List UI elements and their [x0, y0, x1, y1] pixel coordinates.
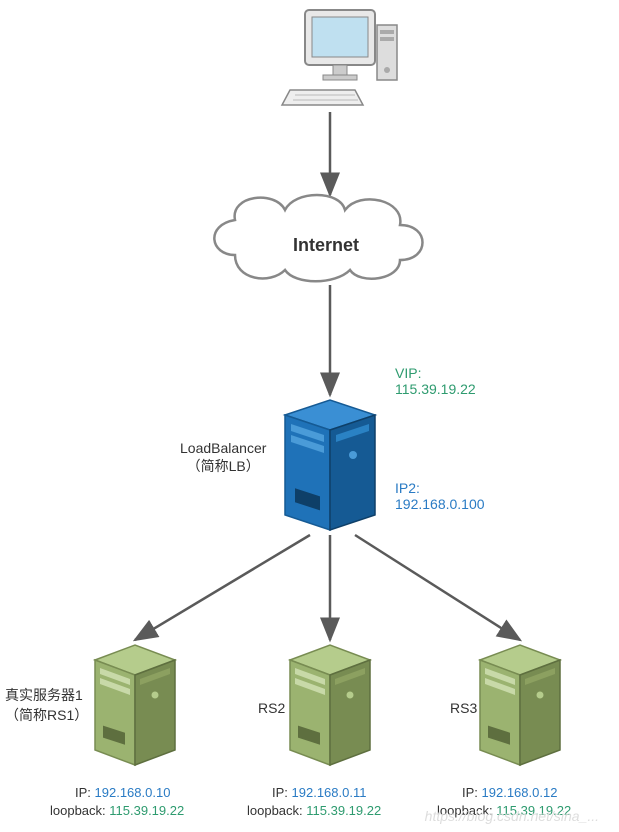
vip-prefix: VIP:	[395, 365, 421, 381]
rs1-loopback: loopback: 115.39.19.22	[50, 803, 184, 818]
rs1-ip-prefix: IP:	[75, 785, 95, 800]
rs1-loopback-value: 115.39.19.22	[109, 803, 184, 818]
internet-label: Internet	[293, 235, 359, 256]
rs1-label-line2: （简称RS1）	[5, 707, 88, 723]
loadbalancer-server-icon	[285, 400, 375, 530]
rs1-server-icon	[95, 645, 175, 765]
rs3-ip-prefix: IP:	[462, 785, 482, 800]
vip-label: VIP: 115.39.19.22	[395, 365, 476, 397]
rs2-loopback: loopback: 115.39.19.22	[247, 803, 381, 818]
rs1-label: 真实服务器1 （简称RS1）	[5, 685, 88, 725]
rs3-ip: IP: 192.168.0.12	[462, 785, 557, 800]
ip2-prefix: IP2:	[395, 480, 420, 496]
rs2-loopback-value: 115.39.19.22	[306, 803, 381, 818]
rs1-ip: IP: 192.168.0.10	[75, 785, 170, 800]
lb-label: LoadBalancer （简称LB）	[180, 440, 266, 476]
lb-label-line1: LoadBalancer	[180, 440, 266, 456]
rs2-ip: IP: 192.168.0.11	[272, 785, 366, 800]
ip2-value: 192.168.0.100	[395, 496, 485, 512]
rs2-ip-value: 192.168.0.11	[292, 785, 367, 800]
diagram-svg	[0, 0, 619, 832]
watermark-text: https://blog.csdn.net/sina_...	[425, 808, 599, 824]
rs2-loopback-prefix: loopback:	[247, 803, 306, 818]
arrow-lb-to-rs1	[135, 535, 310, 640]
client-computer-icon	[282, 10, 397, 105]
rs2-server-icon	[290, 645, 370, 765]
lb-label-line2: （简称LB）	[187, 458, 260, 474]
rs2-label: RS2	[258, 700, 285, 716]
rs2-ip-prefix: IP:	[272, 785, 292, 800]
vip-value: 115.39.19.22	[395, 381, 476, 397]
ip2-label: IP2: 192.168.0.100	[395, 480, 485, 512]
rs1-label-line1: 真实服务器1	[5, 687, 83, 703]
rs1-ip-value: 192.168.0.10	[95, 785, 171, 800]
rs3-label: RS3	[450, 700, 477, 716]
rs3-ip-value: 192.168.0.12	[482, 785, 558, 800]
arrow-lb-to-rs3	[355, 535, 520, 640]
rs3-server-icon	[480, 645, 560, 765]
rs1-loopback-prefix: loopback:	[50, 803, 109, 818]
